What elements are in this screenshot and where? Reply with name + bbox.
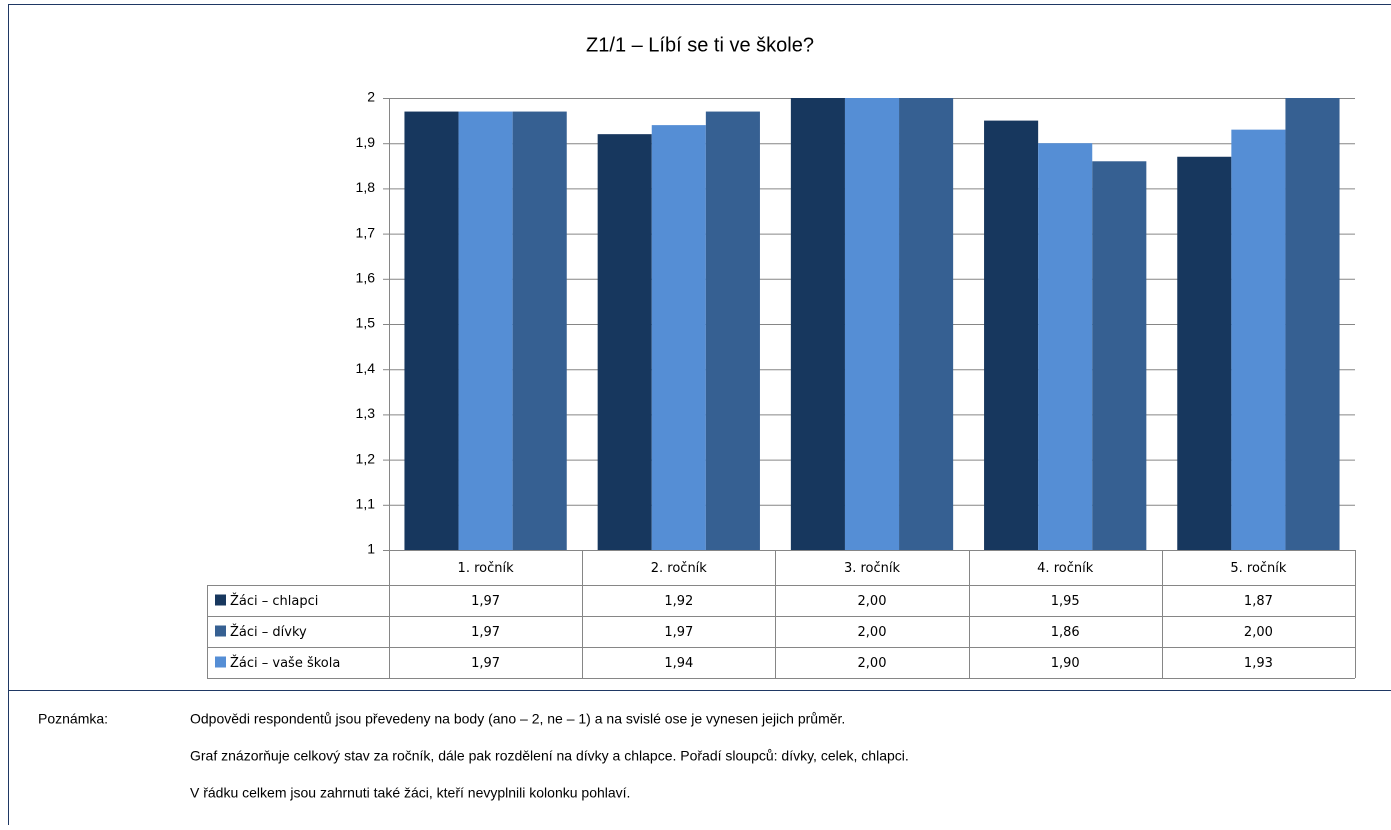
x-tick-label: 1. ročník xyxy=(458,561,515,576)
y-tick-label: 2 xyxy=(367,89,375,105)
legend-swatch xyxy=(215,657,226,668)
data-label: 1,97 xyxy=(664,625,693,640)
data-label: 1,90 xyxy=(1051,656,1080,671)
y-tick-label: 1,4 xyxy=(356,360,376,376)
legend-label: Žáci – chlapci xyxy=(230,593,318,609)
bar xyxy=(652,125,706,550)
data-label: 1,97 xyxy=(471,594,500,609)
data-label: 1,86 xyxy=(1051,625,1080,640)
bar xyxy=(404,112,458,550)
note-label: Poznámka: xyxy=(38,711,108,727)
bar xyxy=(598,134,652,550)
bar xyxy=(706,112,760,550)
x-tick-label: 3. ročník xyxy=(844,561,901,576)
y-tick-label: 1,1 xyxy=(356,496,376,512)
y-tick-label: 1,7 xyxy=(356,224,376,240)
x-tick-label: 2. ročník xyxy=(651,561,708,576)
bar xyxy=(1038,143,1092,550)
chart-title: Z1/1 – Líbí se ti ve škole? xyxy=(586,34,814,56)
legend-label: Žáci – vaše škola xyxy=(230,655,340,671)
legend-label: Žáci – dívky xyxy=(230,624,307,640)
y-tick-label: 1 xyxy=(367,541,375,557)
y-tick-label: 1,2 xyxy=(356,450,376,466)
data-label: 2,00 xyxy=(858,656,887,671)
bar xyxy=(1285,98,1339,550)
data-label: 1,95 xyxy=(1051,594,1080,609)
data-label: 1,92 xyxy=(664,594,693,609)
x-tick-label: 4. ročník xyxy=(1037,561,1094,576)
bar xyxy=(899,98,953,550)
bar xyxy=(459,112,513,550)
bar xyxy=(1231,130,1285,550)
x-tick-label: 5. ročník xyxy=(1230,561,1287,576)
note-line: V řádku celkem jsou zahrnuti také žáci, … xyxy=(190,785,630,801)
bar xyxy=(984,121,1038,550)
note-line: Odpovědi respondentů jsou převedeny na b… xyxy=(190,711,845,727)
note-line: Graf znázorňuje celkový stav za ročník, … xyxy=(190,748,909,764)
y-tick-label: 1,5 xyxy=(356,315,376,331)
bar xyxy=(845,98,899,550)
bar xyxy=(791,98,845,550)
y-tick-label: 1,9 xyxy=(356,134,376,150)
data-label: 1,94 xyxy=(664,656,693,671)
bar xyxy=(1092,161,1146,550)
data-label: 2,00 xyxy=(1244,625,1273,640)
data-label: 1,97 xyxy=(471,625,500,640)
y-tick-label: 1,3 xyxy=(356,405,376,421)
y-tick-label: 1,8 xyxy=(356,179,376,195)
data-label: 1,93 xyxy=(1244,656,1273,671)
legend-swatch xyxy=(215,626,226,637)
legend-swatch xyxy=(215,595,226,606)
data-label: 2,00 xyxy=(858,594,887,609)
bar xyxy=(1177,157,1231,550)
data-label: 1,87 xyxy=(1244,594,1273,609)
data-label: 1,97 xyxy=(471,656,500,671)
y-tick-label: 1,6 xyxy=(356,270,376,286)
data-label: 2,00 xyxy=(858,625,887,640)
bar xyxy=(513,112,567,550)
